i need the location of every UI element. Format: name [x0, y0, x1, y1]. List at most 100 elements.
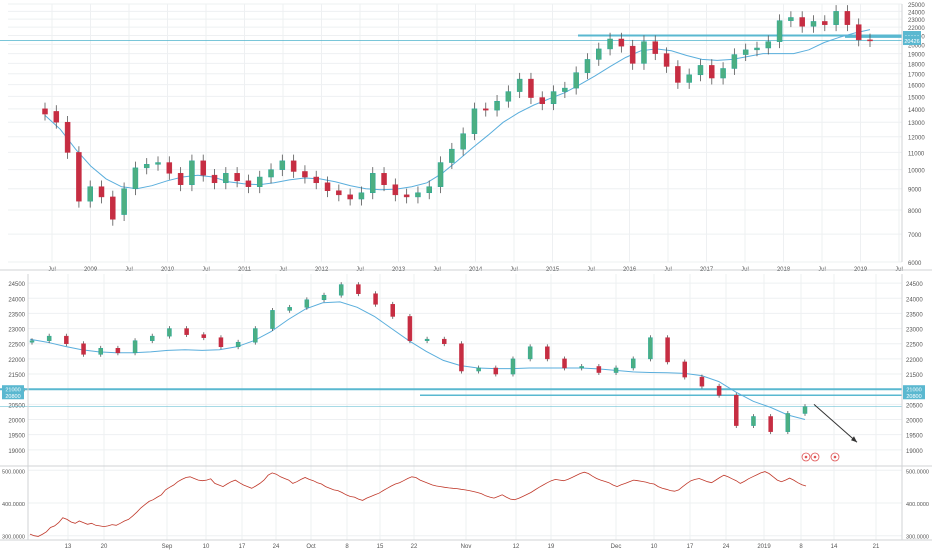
- y-tick-label: 22000: [906, 358, 923, 364]
- candle: [98, 348, 103, 355]
- y-tick-label: 19000: [908, 53, 925, 59]
- candle: [562, 87, 568, 92]
- candle: [324, 182, 331, 191]
- price-badge: [2, 385, 24, 394]
- candle: [844, 11, 851, 25]
- circle-alert-icon: [801, 452, 811, 462]
- x-tick-label: 10: [651, 544, 658, 550]
- candle: [765, 41, 772, 49]
- y-tick-label: 22500: [8, 343, 25, 349]
- x-tick-label: 2019: [757, 544, 771, 550]
- x-tick-label: 24: [273, 544, 280, 550]
- candle: [415, 192, 421, 198]
- candle: [483, 108, 489, 111]
- candle: [579, 366, 584, 369]
- price-badge-label: 21000: [5, 388, 20, 394]
- candle: [629, 45, 636, 64]
- candle: [720, 68, 726, 79]
- y-tick-label: 14000: [908, 108, 925, 114]
- x-tick-label: 8: [799, 544, 803, 550]
- candle: [768, 416, 773, 432]
- x-tick-label: 13: [65, 544, 72, 550]
- x-tick-label: 20: [101, 544, 108, 550]
- y-tick-label: 8000: [908, 209, 922, 215]
- x-tick-label: 14: [831, 544, 838, 550]
- candle: [287, 307, 292, 311]
- candle: [356, 284, 361, 294]
- x-tick-label: 17: [239, 544, 246, 550]
- candle: [613, 367, 619, 373]
- alert-dot: [833, 455, 837, 459]
- candle: [426, 186, 432, 194]
- y-tick-label: 24500: [906, 282, 923, 288]
- y-tick-label: 24000: [908, 10, 925, 16]
- candle: [810, 21, 817, 27]
- candle: [279, 160, 286, 170]
- candle: [64, 121, 71, 153]
- candle: [53, 111, 60, 123]
- price-badge: [2, 391, 24, 400]
- y-tick-label: 23500: [906, 312, 923, 318]
- y-tick-label: 23000: [906, 328, 923, 334]
- price-badge: [903, 36, 921, 46]
- indicator-line: [29, 471, 807, 537]
- candle: [29, 340, 35, 343]
- candle: [460, 133, 466, 150]
- candle: [802, 406, 808, 414]
- candle: [392, 184, 399, 196]
- candle: [184, 328, 189, 335]
- candle: [338, 284, 344, 296]
- candle: [302, 171, 308, 178]
- y-tick-label: 7000: [908, 233, 922, 239]
- candle: [424, 338, 430, 341]
- candle: [494, 100, 500, 111]
- candle: [822, 21, 828, 25]
- price-badge-label: 20426: [904, 39, 919, 45]
- candle: [115, 348, 121, 354]
- x-tick-label: 12: [513, 544, 520, 550]
- y-tick-label: 300.0000: [2, 535, 25, 541]
- candle: [336, 190, 342, 196]
- y-tick-label: 12000: [908, 136, 925, 142]
- candle: [776, 20, 783, 42]
- x-tick-label: Oct: [306, 544, 316, 550]
- candle: [459, 343, 464, 372]
- y-tick-label: 20000: [8, 419, 25, 425]
- candle: [110, 196, 116, 220]
- candle: [686, 74, 692, 83]
- candle: [381, 173, 387, 185]
- x-tick-label: Nov: [461, 544, 472, 550]
- candle: [321, 294, 327, 301]
- x-tick-label: 17: [687, 544, 694, 550]
- candle: [648, 337, 653, 360]
- candle: [256, 176, 263, 187]
- candle: [407, 316, 413, 341]
- candle: [539, 97, 546, 104]
- candle: [81, 343, 86, 355]
- candle: [201, 334, 207, 338]
- candle: [663, 53, 670, 67]
- y-tick-label: 20500: [906, 403, 923, 409]
- candle: [98, 186, 105, 198]
- price-badge: [903, 385, 925, 394]
- candle: [245, 180, 252, 187]
- candle: [652, 41, 659, 54]
- candle: [697, 65, 704, 76]
- candle: [855, 24, 862, 41]
- candle: [505, 91, 512, 102]
- y-tick-label: 24500: [8, 282, 25, 288]
- candle: [742, 49, 749, 55]
- candle: [76, 152, 82, 202]
- candle: [734, 395, 739, 426]
- y-tick-label: 22500: [906, 343, 923, 349]
- y-tick-label: 21500: [906, 373, 923, 379]
- candle: [562, 358, 567, 369]
- candle: [596, 48, 602, 60]
- candle: [270, 310, 275, 329]
- candle: [177, 173, 184, 185]
- candle: [528, 78, 534, 98]
- y-tick-label: 400.0000: [906, 502, 929, 508]
- candle: [699, 376, 705, 387]
